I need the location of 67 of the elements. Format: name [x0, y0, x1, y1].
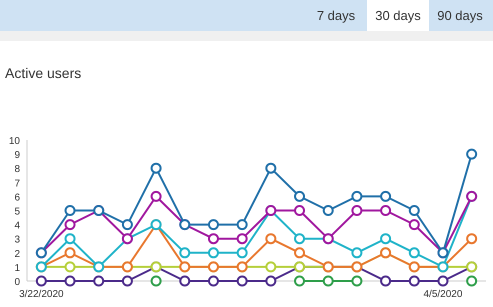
point	[150, 162, 162, 174]
point	[208, 219, 219, 230]
point	[265, 233, 276, 244]
point	[208, 276, 219, 286]
point	[294, 205, 306, 216]
point	[437, 276, 448, 286]
point	[351, 205, 362, 216]
point	[36, 276, 47, 286]
point	[380, 276, 392, 286]
point	[236, 233, 248, 244]
point	[64, 247, 76, 258]
y-tick-label: 2	[14, 248, 20, 260]
point	[351, 276, 362, 286]
point	[294, 233, 306, 244]
y-tick-label: 7	[14, 178, 20, 190]
point	[265, 276, 276, 286]
y-tick-label: 3	[14, 234, 20, 246]
point	[150, 276, 162, 286]
y-tick-label: 10	[8, 136, 20, 147]
x-tick-label: 3/22/2020	[19, 289, 64, 300]
point	[466, 276, 478, 286]
y-tick-label: 4	[14, 220, 20, 232]
x-tick-label: 4/5/2020	[424, 289, 463, 300]
point	[179, 247, 190, 258]
text: 30 days	[375, 8, 422, 23]
y-tick-label: 9	[14, 150, 20, 162]
point	[208, 233, 219, 244]
point	[236, 219, 248, 230]
point	[122, 219, 133, 230]
point	[122, 276, 133, 286]
y-tick-label: 6	[14, 192, 20, 204]
point	[322, 205, 334, 216]
point	[236, 247, 248, 258]
point	[64, 219, 76, 230]
point	[351, 247, 362, 258]
point	[294, 190, 306, 202]
point	[408, 247, 420, 258]
point	[150, 190, 162, 202]
chart-title: Active users	[5, 65, 82, 81]
point	[64, 261, 76, 272]
point	[380, 190, 392, 202]
point	[265, 261, 276, 272]
point	[466, 233, 478, 244]
point	[408, 276, 420, 286]
y-tick-label: 5	[14, 206, 20, 218]
point	[208, 247, 219, 258]
point	[408, 205, 420, 216]
point	[236, 276, 248, 286]
point	[64, 276, 76, 286]
text: 7 days	[316, 8, 356, 23]
point	[380, 205, 392, 216]
y-tick-label: 0	[14, 277, 20, 288]
point	[64, 233, 76, 244]
point	[265, 162, 276, 174]
point	[351, 190, 362, 202]
point	[322, 276, 334, 286]
point	[64, 205, 76, 216]
text: 90 days	[437, 8, 484, 23]
y-tick-label: 1	[14, 262, 20, 274]
point	[380, 233, 392, 244]
point	[179, 276, 190, 286]
point	[294, 247, 306, 258]
point	[408, 219, 420, 230]
y-tick-label: 8	[14, 164, 20, 176]
point	[294, 276, 306, 286]
point	[466, 148, 478, 160]
point	[93, 276, 104, 286]
